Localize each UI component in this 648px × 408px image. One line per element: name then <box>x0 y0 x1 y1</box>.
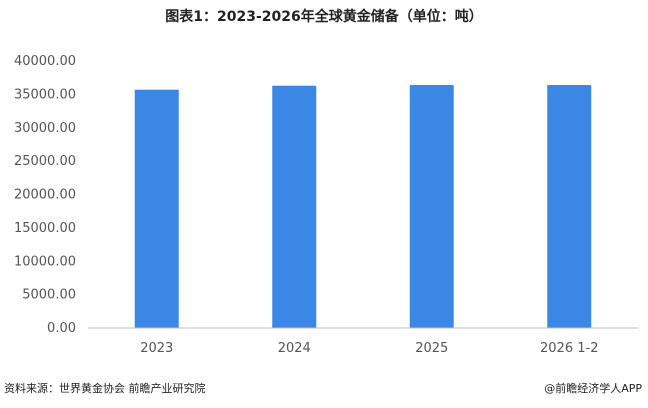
x-tick-label: 2024 <box>278 341 311 356</box>
brand-label: @前瞻经济学人APP <box>544 382 642 395</box>
chart-title: 图表1：2023-2026年全球黄金储备（单位：吨） <box>165 9 483 25</box>
source-note: 资料来源：世界黄金协会 前瞻产业研究院 <box>4 382 206 395</box>
x-tick-label: 2023 <box>140 341 173 356</box>
x-tick-label: 2026 1-2 <box>540 341 598 356</box>
y-tick-label: 5000.00 <box>22 288 76 303</box>
bar-2024 <box>272 85 317 328</box>
y-tick-label: 0.00 <box>47 321 76 336</box>
y-tick-label: 40000.00 <box>14 54 76 69</box>
bar-2025 <box>409 85 454 328</box>
y-tick-label: 10000.00 <box>14 254 76 269</box>
y-tick-label: 20000.00 <box>14 188 76 203</box>
footer: 资料来源：世界黄金协会 前瞻产业研究院 @前瞻经济学人APP <box>0 380 648 408</box>
bar-chart: 0.00 5000.00 10000.00 15000.00 20000.00 25000… <box>14 54 638 356</box>
bar-2023 <box>134 89 179 328</box>
y-tick-label: 25000.00 <box>14 154 76 169</box>
y-tick-label: 15000.00 <box>14 221 76 236</box>
bar-2026-1-2 <box>547 85 592 328</box>
y-tick-label: 30000.00 <box>14 121 76 136</box>
y-tick-label: 35000.00 <box>14 87 76 102</box>
x-tick-label: 2025 <box>415 341 448 356</box>
